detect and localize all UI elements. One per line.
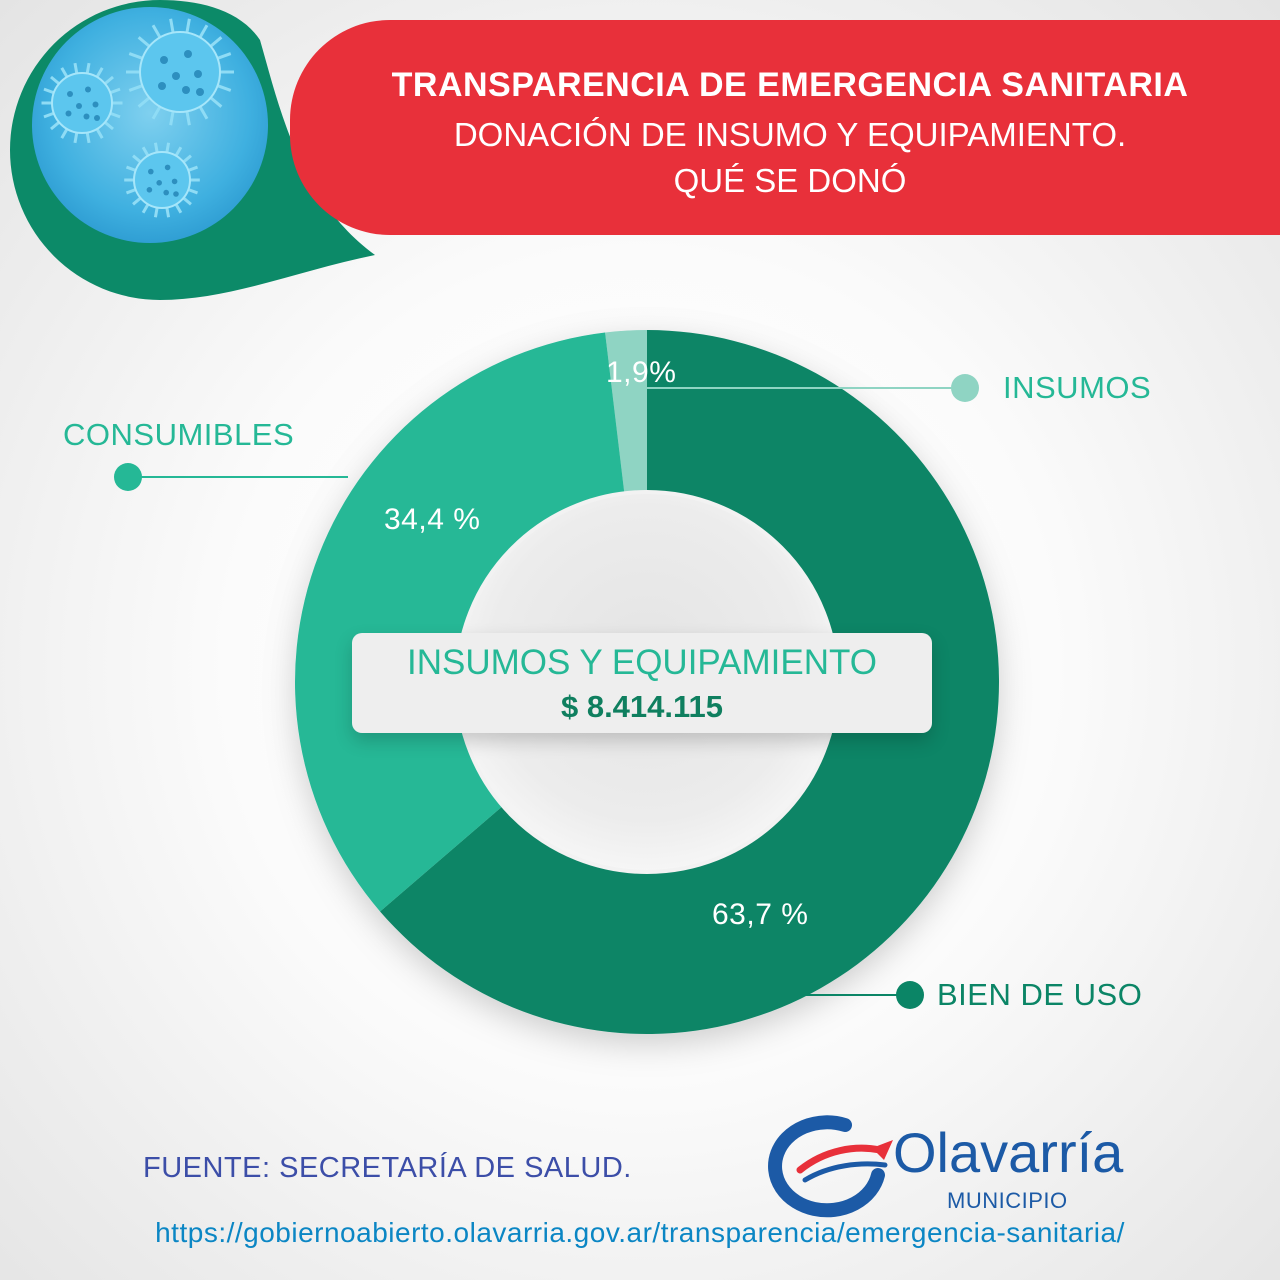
virus-spot [83, 113, 90, 120]
virus-spot [160, 56, 168, 64]
center-total-box: INSUMOS Y EQUIPAMIENTO $ 8.414.115 [352, 633, 932, 733]
virus-spot [172, 72, 180, 80]
virus-spot [196, 88, 204, 96]
virus-body [51, 72, 113, 134]
virus-body [133, 151, 191, 209]
callout-dot [951, 374, 979, 402]
virus-spot [156, 180, 162, 186]
logo-swirl-accent [802, 1161, 888, 1183]
logo-subtitle: MUNICIPIO [947, 1188, 1068, 1213]
callout-dot [114, 463, 142, 491]
virus-spot [184, 50, 192, 58]
page-title: TRANSPARENCIA DE EMERGENCIA SANITARIA [391, 66, 1189, 104]
logo-swirl-inner [796, 1144, 884, 1174]
source-url-link[interactable]: https://gobiernoabierto.olavarria.gov.ar… [155, 1217, 1125, 1248]
callout-insumos [647, 374, 979, 402]
virus-spot [194, 70, 202, 78]
callout-bien-de-uso [800, 981, 924, 1009]
virus-particle [126, 18, 234, 126]
legend-label-bien-de-uso: BIEN DE USO [937, 977, 1143, 1012]
source-note: FUENTE: SECRETARÍA DE SALUD. [143, 1152, 632, 1184]
virus-spot [76, 103, 82, 109]
data-label-consumibles: 34,4 % [384, 503, 481, 536]
page-subtitle-2: QUÉ SE DONÓ [673, 162, 907, 199]
logo-name: Olavarría [893, 1121, 1124, 1184]
virus-spot [85, 86, 91, 93]
virus-icon [41, 18, 234, 218]
virus-spot [65, 110, 72, 117]
title-banner [290, 20, 1280, 235]
logo-swirl-outer [768, 1115, 885, 1218]
virus-badge [10, 0, 375, 300]
virus-spot [173, 191, 179, 197]
callout-dot [896, 981, 924, 1009]
center-total-value: $ 8.414.115 [560, 689, 724, 724]
virus-body [139, 31, 221, 113]
logo-arrow [872, 1140, 893, 1160]
legend-label-insumos: INSUMOS [1003, 370, 1152, 405]
data-label-bien-de-uso: 63,7 % [712, 898, 809, 931]
virus-spot [163, 189, 169, 196]
virus-spot [182, 86, 190, 94]
data-label-insumos: 1,9% [606, 356, 677, 389]
center-title: INSUMOS Y EQUIPAMIENTO [406, 643, 877, 682]
virus-spot [67, 91, 73, 97]
virus-spot [148, 168, 154, 175]
legend-label-consumibles: CONSUMIBLES [63, 417, 295, 452]
olavarria-logo-mark [768, 1115, 893, 1218]
virus-spot [164, 164, 171, 171]
virus-spot [146, 187, 153, 193]
virus-spot [94, 115, 100, 121]
callout-consumibles [114, 463, 348, 491]
virus-spot [171, 178, 178, 185]
virus-spot [92, 101, 99, 108]
virus-particle [124, 142, 200, 218]
page-subtitle: DONACIÓN DE INSUMO Y EQUIPAMIENTO. [453, 116, 1127, 153]
virus-spot [158, 82, 166, 90]
virus-particle [41, 62, 123, 144]
